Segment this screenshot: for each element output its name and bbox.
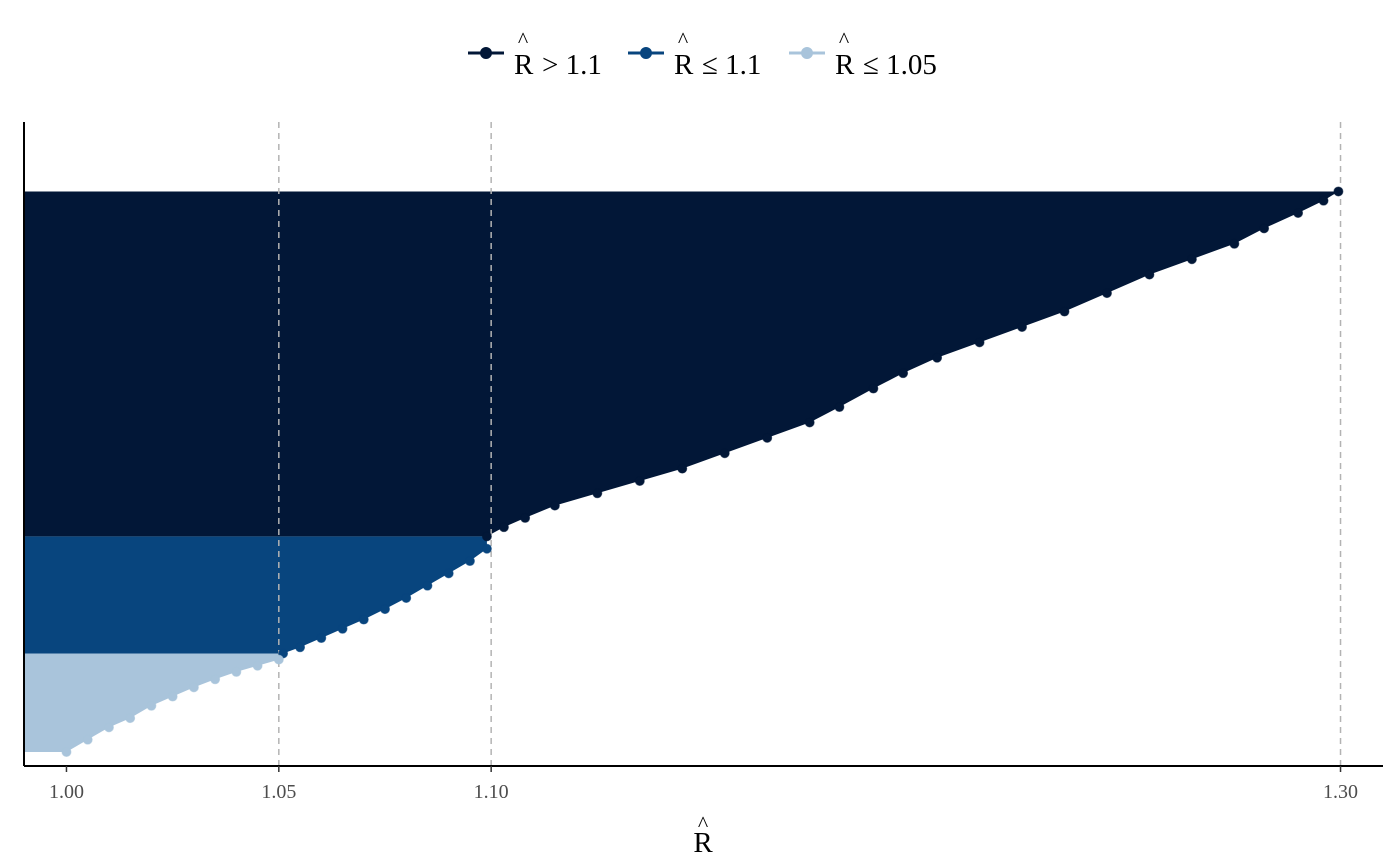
data-point	[719, 448, 730, 459]
data-point	[401, 593, 412, 603]
data-point	[481, 531, 492, 542]
legend-key-point	[801, 47, 813, 59]
data-point	[146, 700, 157, 711]
data-point	[167, 691, 178, 702]
data-point	[231, 666, 242, 677]
data-point	[1101, 288, 1112, 299]
data-point	[252, 660, 263, 671]
legend-label: ≤ 1.05	[863, 49, 937, 81]
data-point	[1059, 306, 1070, 317]
data-point	[464, 556, 475, 567]
legend-key-point	[480, 47, 492, 59]
x-tick-label: 1.30	[1323, 781, 1358, 803]
data-points	[61, 186, 1344, 757]
data-point	[379, 604, 390, 615]
data-point	[1229, 238, 1240, 249]
legend: ^R > 1.1^R ≤ 1.1^R ≤ 1.05	[468, 27, 937, 81]
data-point	[974, 337, 985, 348]
data-point	[1259, 223, 1270, 234]
legend-item: ^R ≤ 1.1	[628, 27, 761, 81]
legend-item: ^R > 1.1	[468, 27, 602, 81]
data-point	[898, 368, 909, 379]
x-axis-label: R	[693, 827, 713, 859]
data-point	[273, 654, 284, 665]
legend-key-point	[640, 47, 652, 59]
data-point	[1017, 321, 1028, 332]
data-point	[295, 642, 306, 653]
x-tick-label: 1.00	[49, 781, 84, 803]
axes	[23, 122, 1383, 767]
legend-symbol: R	[835, 49, 855, 81]
data-point	[125, 713, 136, 724]
x-tick-label: 1.05	[261, 781, 296, 803]
band-area	[24, 536, 487, 654]
x-tick-label: 1.10	[474, 781, 509, 803]
data-point	[1293, 208, 1304, 218]
data-point	[358, 614, 369, 625]
reference-lines	[278, 122, 1342, 766]
data-point	[549, 500, 560, 511]
x-ticks: 1.00 1.05 1.10 1.30	[49, 766, 1358, 803]
data-point	[422, 580, 433, 591]
data-point	[762, 432, 773, 443]
legend-label: ≤ 1.1	[702, 49, 761, 81]
legend-hat: ^	[678, 27, 689, 52]
data-point	[1333, 186, 1344, 197]
data-point	[592, 488, 603, 499]
data-point	[1144, 269, 1155, 280]
svg-text:^: ^	[698, 811, 709, 836]
legend-hat: ^	[518, 27, 529, 52]
legend-symbol: R	[674, 49, 694, 81]
band-area	[24, 191, 1339, 537]
legend-item: ^R ≤ 1.05	[789, 27, 937, 81]
data-point	[1186, 254, 1197, 265]
data-point	[316, 633, 327, 644]
x-axis-title: ^ R	[693, 811, 713, 859]
legend-hat: ^	[839, 27, 850, 52]
data-point	[520, 512, 531, 523]
data-point	[188, 682, 199, 693]
data-point	[834, 402, 845, 413]
data-point	[82, 734, 93, 745]
data-point	[932, 352, 943, 363]
data-point	[443, 568, 454, 579]
data-point	[103, 722, 114, 733]
data-point	[804, 417, 815, 428]
legend-symbol: R	[514, 49, 534, 81]
legend-label: > 1.1	[542, 49, 602, 81]
data-point	[677, 463, 688, 474]
data-point	[337, 623, 348, 634]
data-point	[868, 383, 879, 394]
data-point	[210, 674, 221, 685]
data-point	[1318, 195, 1329, 206]
data-point	[498, 522, 509, 533]
data-point	[481, 543, 492, 554]
data-point	[61, 747, 72, 757]
data-point	[634, 475, 645, 486]
